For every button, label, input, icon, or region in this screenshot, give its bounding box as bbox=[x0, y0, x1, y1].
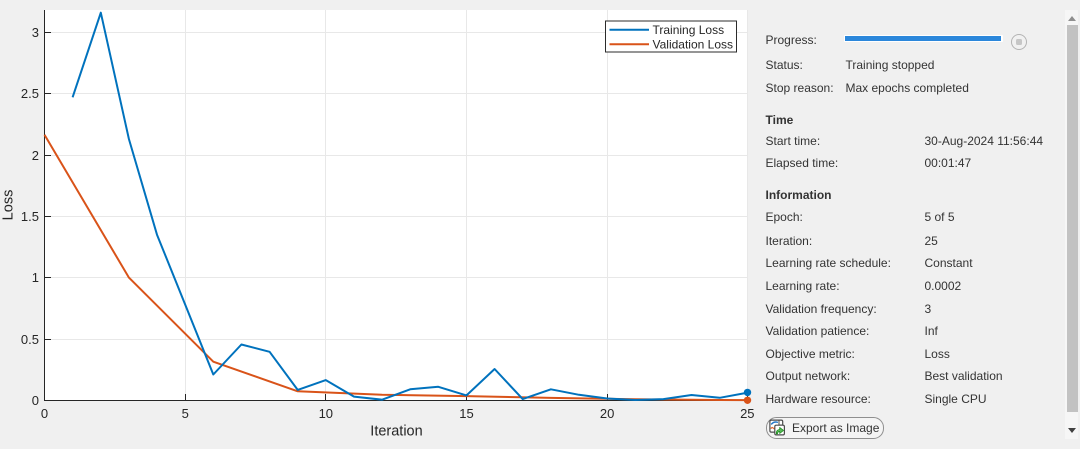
svg-text:Training Loss: Training Loss bbox=[653, 23, 725, 37]
svg-text:15: 15 bbox=[459, 406, 473, 421]
svg-text:3: 3 bbox=[32, 25, 39, 40]
svg-text:20: 20 bbox=[600, 406, 614, 421]
svg-text:0: 0 bbox=[32, 393, 39, 408]
svg-text:Iteration: Iteration bbox=[370, 424, 422, 440]
svg-text:2: 2 bbox=[32, 148, 39, 163]
svg-text:0.5: 0.5 bbox=[21, 332, 39, 347]
svg-text:10: 10 bbox=[319, 406, 333, 421]
svg-text:1.5: 1.5 bbox=[21, 209, 39, 224]
svg-text:Validation Loss: Validation Loss bbox=[653, 37, 734, 51]
svg-text:Loss: Loss bbox=[1, 190, 17, 221]
svg-text:0: 0 bbox=[41, 406, 48, 421]
svg-text:5: 5 bbox=[182, 406, 189, 421]
svg-text:2.5: 2.5 bbox=[21, 86, 39, 101]
svg-text:1: 1 bbox=[32, 270, 39, 285]
svg-text:25: 25 bbox=[740, 406, 754, 421]
